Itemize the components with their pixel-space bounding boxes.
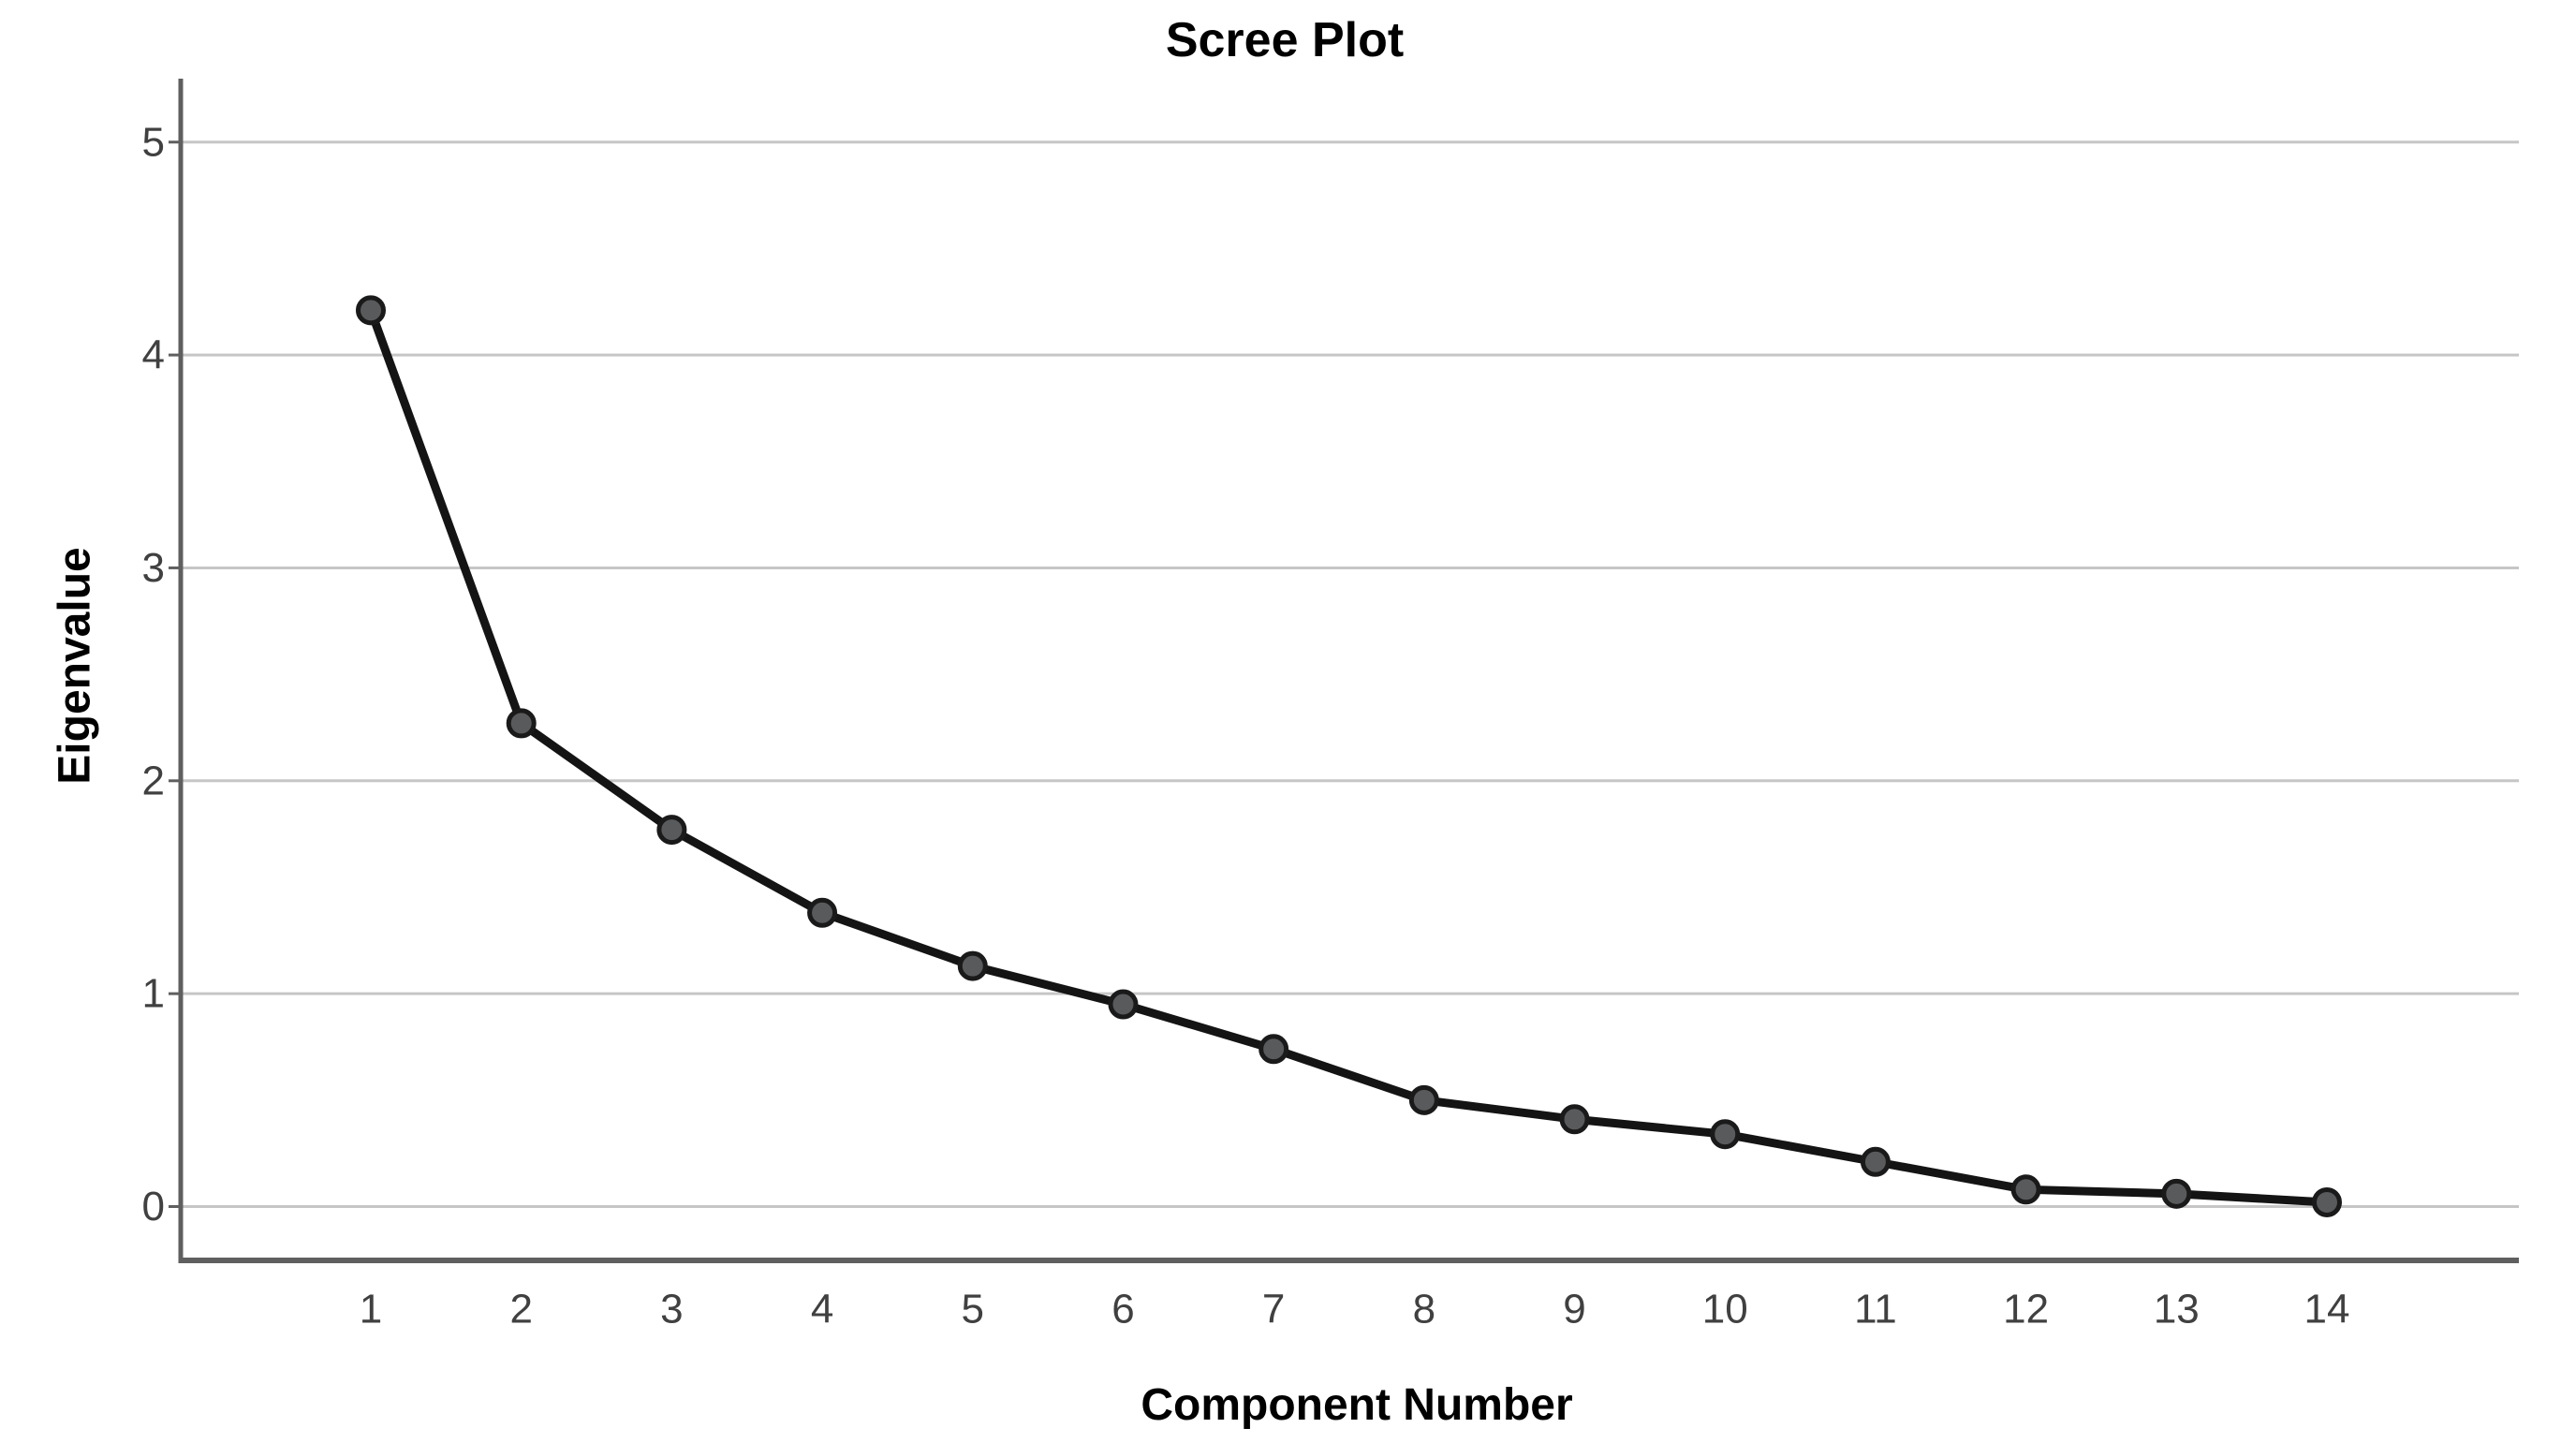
x-tick-label: 4 — [811, 1287, 833, 1333]
data-point-marker — [656, 815, 687, 846]
x-tick-label: 1 — [360, 1287, 382, 1333]
data-point-marker — [1108, 989, 1139, 1020]
x-tick-label: 10 — [1702, 1287, 1748, 1333]
data-line — [366, 305, 2332, 1207]
y-tick-label: 2 — [142, 758, 165, 803]
data-point-marker — [1559, 1104, 1590, 1135]
data-point-marker — [2312, 1186, 2342, 1217]
y-tick-label: 3 — [142, 545, 165, 591]
x-axis-title: Component Number — [1141, 1380, 1572, 1430]
data-point-marker — [1710, 1119, 1741, 1150]
chart-title: Scree Plot — [1166, 13, 1404, 67]
data-point-marker — [2161, 1178, 2192, 1209]
data-point-marker — [1860, 1146, 1891, 1177]
x-tick-label: 7 — [1262, 1287, 1285, 1333]
x-tick-label: 3 — [660, 1287, 683, 1333]
x-tick-label: 8 — [1413, 1287, 1435, 1333]
x-tick-label: 13 — [2154, 1287, 2200, 1333]
x-tick-label: 11 — [1854, 1287, 1897, 1333]
data-point-marker — [957, 950, 988, 981]
x-tick-label: 2 — [509, 1287, 532, 1333]
data-point-marker — [1259, 1034, 1289, 1065]
y-tick-label: 5 — [142, 119, 165, 165]
data-point-marker — [1408, 1084, 1439, 1115]
y-axis-title: Eigenvalue — [51, 547, 100, 784]
y-tick-label: 1 — [142, 971, 165, 1017]
x-tick-label: 12 — [2003, 1287, 2049, 1333]
data-point-marker — [2010, 1174, 2041, 1205]
data-point-marker — [356, 295, 386, 326]
x-tick-label: 6 — [1111, 1287, 1134, 1333]
y-tick-label: 4 — [142, 332, 165, 378]
x-tick-label: 5 — [962, 1287, 984, 1333]
data-point-marker — [807, 897, 838, 928]
data-point-marker — [506, 708, 537, 739]
x-tick-label: 14 — [2304, 1287, 2350, 1333]
x-tick-label: 9 — [1563, 1287, 1585, 1333]
y-tick-label: 0 — [142, 1184, 165, 1229]
